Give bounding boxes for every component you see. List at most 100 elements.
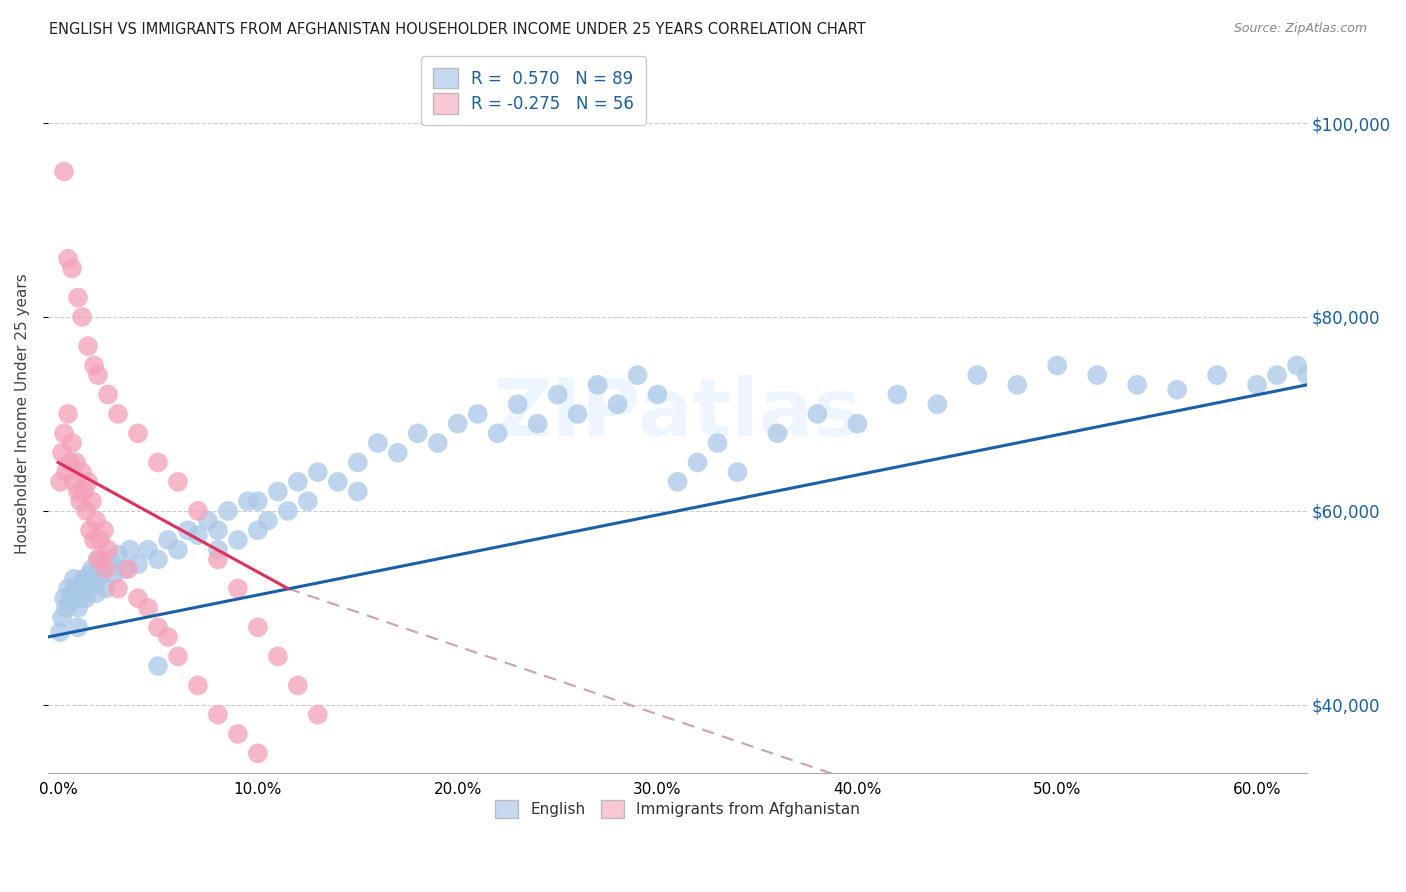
- Point: [146, 455, 169, 469]
- Point: [297, 494, 319, 508]
- Point: [87, 552, 110, 566]
- Point: [387, 446, 409, 460]
- Point: [73, 572, 96, 586]
- Point: [187, 528, 209, 542]
- Point: [53, 426, 76, 441]
- Point: [1246, 377, 1268, 392]
- Point: [63, 475, 86, 489]
- Point: [84, 586, 107, 600]
- Point: [136, 600, 159, 615]
- Point: [98, 552, 121, 566]
- Point: [1007, 377, 1029, 392]
- Point: [66, 484, 89, 499]
- Point: [77, 475, 100, 489]
- Point: [187, 678, 209, 692]
- Point: [59, 455, 82, 469]
- Point: [626, 368, 648, 383]
- Point: [467, 407, 489, 421]
- Point: [1126, 377, 1149, 392]
- Y-axis label: Householder Income Under 25 years: Householder Income Under 25 years: [15, 274, 30, 554]
- Point: [91, 562, 114, 576]
- Point: [167, 542, 190, 557]
- Point: [66, 620, 89, 634]
- Point: [73, 484, 96, 499]
- Point: [53, 591, 76, 606]
- Point: [70, 465, 93, 479]
- Point: [846, 417, 869, 431]
- Point: [127, 426, 149, 441]
- Point: [277, 504, 299, 518]
- Point: [77, 339, 100, 353]
- Point: [207, 552, 229, 566]
- Point: [79, 566, 101, 581]
- Point: [1085, 368, 1108, 383]
- Point: [966, 368, 988, 383]
- Point: [117, 562, 139, 576]
- Point: [66, 600, 89, 615]
- Point: [70, 310, 93, 324]
- Point: [217, 504, 239, 518]
- Text: ZIPatlas: ZIPatlas: [494, 375, 862, 453]
- Point: [886, 387, 908, 401]
- Point: [447, 417, 470, 431]
- Point: [56, 407, 79, 421]
- Point: [65, 582, 87, 596]
- Point: [406, 426, 429, 441]
- Point: [236, 494, 259, 508]
- Point: [526, 417, 548, 431]
- Point: [287, 475, 309, 489]
- Point: [94, 582, 117, 596]
- Point: [426, 436, 449, 450]
- Point: [246, 620, 269, 634]
- Point: [606, 397, 628, 411]
- Point: [56, 252, 79, 266]
- Point: [326, 475, 349, 489]
- Point: [246, 494, 269, 508]
- Point: [60, 436, 83, 450]
- Point: [55, 600, 77, 615]
- Point: [267, 649, 290, 664]
- Point: [80, 562, 103, 576]
- Point: [146, 659, 169, 673]
- Point: [287, 678, 309, 692]
- Point: [107, 548, 129, 562]
- Point: [83, 576, 105, 591]
- Point: [79, 524, 101, 538]
- Point: [927, 397, 949, 411]
- Point: [107, 582, 129, 596]
- Point: [1296, 368, 1319, 383]
- Point: [567, 407, 589, 421]
- Point: [156, 630, 179, 644]
- Point: [486, 426, 509, 441]
- Point: [60, 586, 83, 600]
- Point: [127, 558, 149, 572]
- Point: [226, 727, 249, 741]
- Point: [118, 542, 141, 557]
- Point: [51, 610, 73, 624]
- Point: [146, 620, 169, 634]
- Point: [87, 368, 110, 383]
- Point: [766, 426, 789, 441]
- Point: [93, 524, 115, 538]
- Point: [83, 533, 105, 547]
- Point: [267, 484, 290, 499]
- Point: [177, 524, 200, 538]
- Point: [97, 542, 120, 557]
- Point: [69, 591, 91, 606]
- Point: [59, 596, 82, 610]
- Point: [346, 455, 368, 469]
- Point: [94, 562, 117, 576]
- Point: [307, 465, 329, 479]
- Point: [686, 455, 709, 469]
- Point: [706, 436, 728, 450]
- Point: [84, 514, 107, 528]
- Point: [80, 494, 103, 508]
- Point: [63, 572, 86, 586]
- Point: [167, 649, 190, 664]
- Point: [226, 582, 249, 596]
- Point: [346, 484, 368, 499]
- Point: [367, 436, 389, 450]
- Point: [506, 397, 529, 411]
- Point: [1265, 368, 1288, 383]
- Point: [69, 494, 91, 508]
